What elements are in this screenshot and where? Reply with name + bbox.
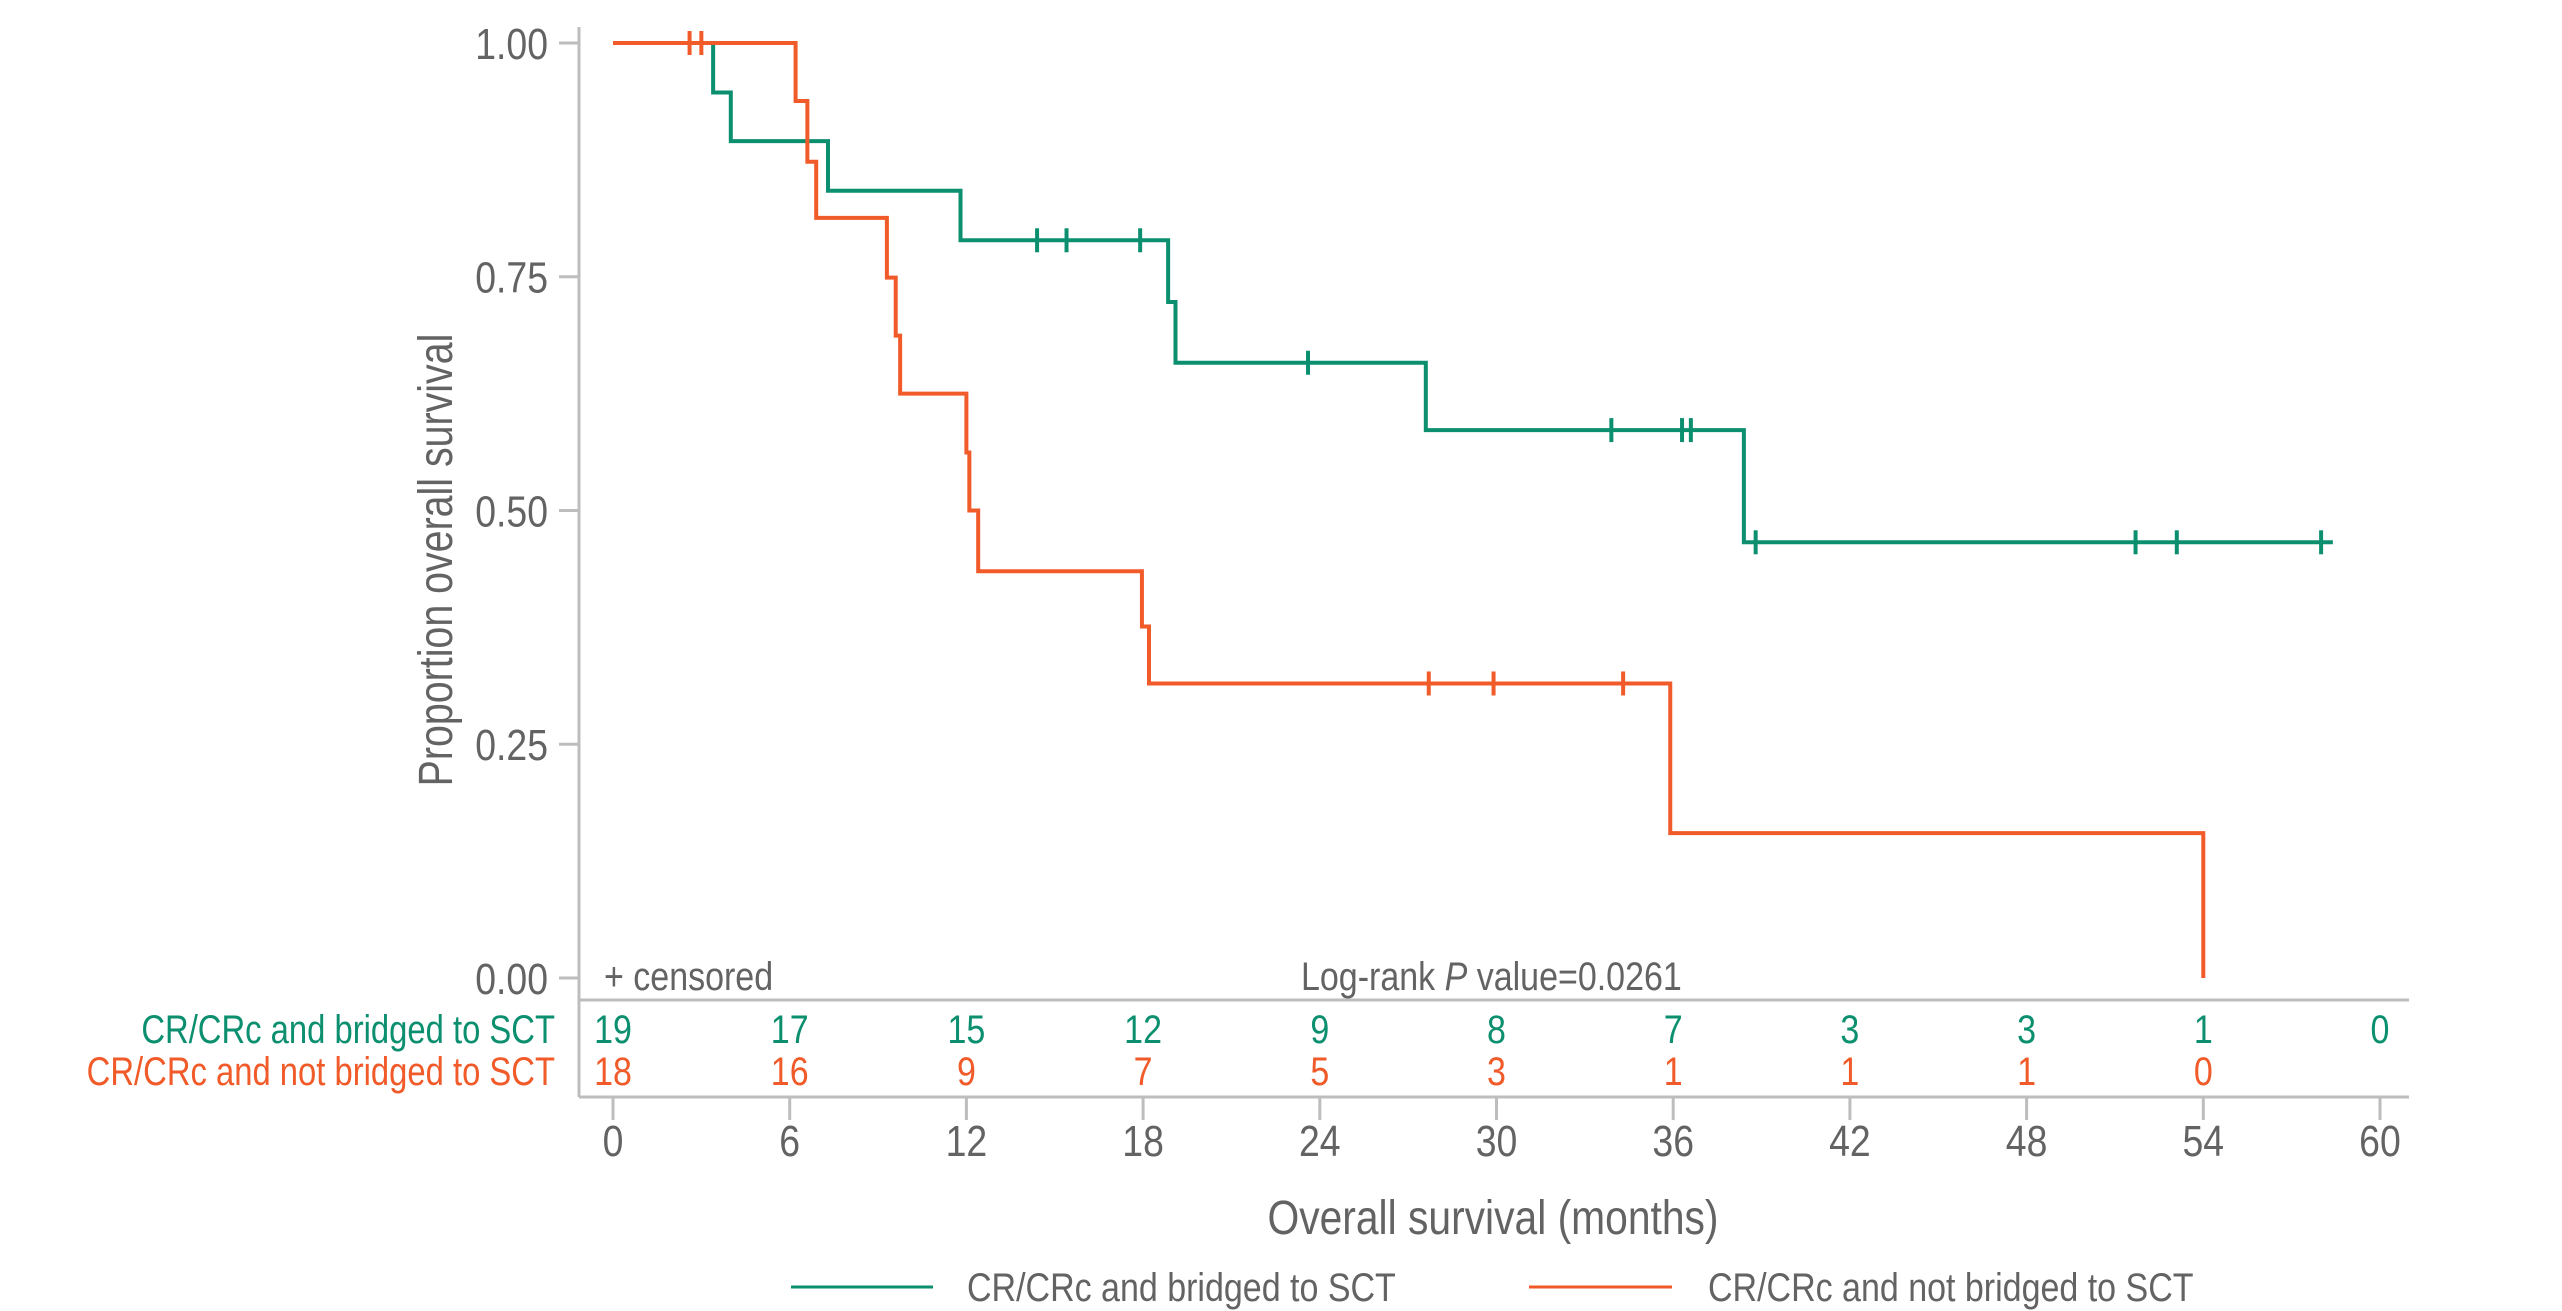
y-ticks: 0.00 0.25 0.50 0.75 1.00 [475,19,579,1004]
axes [577,27,2409,1099]
risk-row-bridged: CR/CRc and bridged to SCT 19 17 15 12 9 8 7 3 3 1 0 [141,1006,2389,1051]
x-tick-label: 18 [1122,1116,1164,1166]
legend-label-not-bridged: CR/CRc and not bridged to SCT [1708,1264,2194,1309]
x-tick-label: 36 [1652,1116,1694,1166]
y-tick-label: 0.50 [475,487,548,537]
risk-count: 19 [594,1006,632,1051]
risk-count: 0 [2371,1006,2390,1051]
risk-row-label: CR/CRc and not bridged to SCT [87,1049,555,1094]
risk-table: CR/CRc and bridged to SCT 19 17 15 12 9 8 7 3 3 1 0… [87,1006,2390,1093]
risk-count: 0 [2194,1048,2213,1093]
x-ticks: 0 6 12 18 24 30 36 42 48 54 60 [603,1097,2401,1166]
risk-count: 1 [1840,1048,1859,1093]
survival-curves [613,31,2333,978]
risk-count: 8 [1487,1006,1506,1051]
survival-step-line [613,41,2333,545]
risk-count: 7 [1664,1006,1683,1051]
y-tick-label: 0.00 [475,954,548,1004]
curve-not-bridged [613,31,2206,978]
y-tick-label: 0.75 [475,253,548,303]
y-tick-label: 1.00 [475,19,548,69]
risk-row-not-bridged: CR/CRc and not bridged to SCT 18 16 9 7 5 3 1 1 1… [87,1048,2213,1093]
x-tick-label: 12 [946,1116,988,1166]
risk-count: 15 [947,1006,985,1051]
risk-row-label: CR/CRc and bridged to SCT [141,1007,555,1052]
risk-count: 3 [1840,1006,1859,1051]
survival-step-line [613,41,2206,978]
legend-label-bridged: CR/CRc and bridged to SCT [967,1264,1396,1309]
risk-count: 5 [1310,1048,1329,1093]
risk-count: 7 [1134,1048,1153,1093]
logrank-p: P [1445,953,1468,998]
y-axis-title: Proportion overall survival [409,334,463,787]
risk-count: 12 [1124,1006,1162,1051]
risk-count: 3 [1487,1048,1506,1093]
x-tick-label: 54 [2182,1116,2224,1166]
x-tick-label: 48 [2006,1116,2048,1166]
risk-count: 1 [2194,1006,2213,1051]
risk-count: 9 [1310,1006,1329,1051]
x-axis-title: Overall survival (months) [1267,1192,1718,1245]
y-tick-label: 0.25 [475,720,548,770]
logrank-suffix: value=0.0261 [1467,953,1682,998]
curve-bridged [613,41,2333,555]
x-tick-label: 0 [603,1116,624,1166]
logrank-annotation: Log-rank P value=0.0261 [1301,953,1682,998]
risk-count: 18 [594,1048,632,1093]
x-tick-label: 24 [1299,1116,1341,1166]
legend: CR/CRc and bridged to SCT CR/CRc and not… [791,1264,2194,1310]
risk-count: 3 [2017,1006,2036,1051]
x-tick-label: 60 [2359,1116,2401,1166]
risk-count: 1 [2017,1048,2036,1093]
logrank-prefix: Log-rank [1301,953,1445,998]
censored-note: + censored [604,953,773,998]
risk-count: 1 [1664,1048,1683,1093]
x-tick-label: 30 [1476,1116,1518,1166]
risk-count: 17 [771,1006,809,1051]
risk-count: 9 [957,1048,976,1093]
x-tick-label: 6 [779,1116,800,1166]
x-tick-label: 42 [1829,1116,1871,1166]
risk-count: 16 [771,1048,809,1093]
